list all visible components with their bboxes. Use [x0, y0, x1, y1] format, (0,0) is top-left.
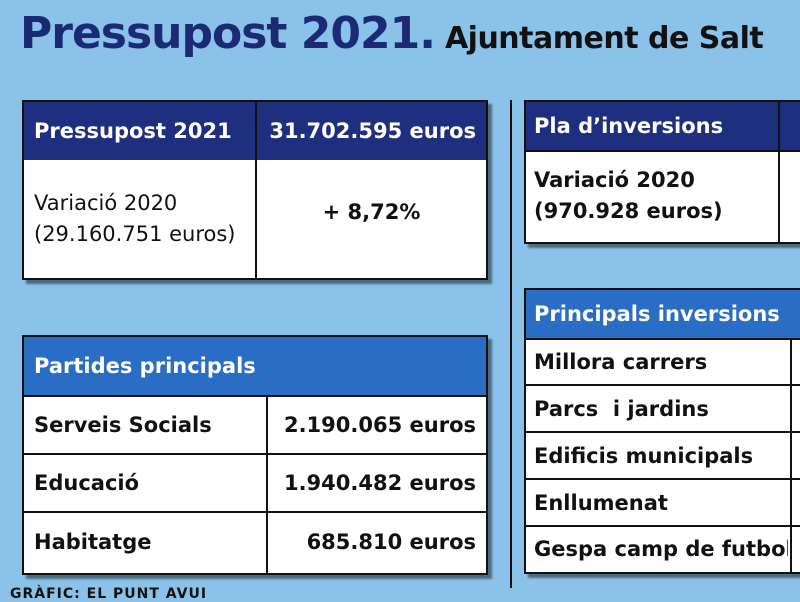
investment-item: Parcs i jardins [534, 396, 709, 421]
section-divider [510, 100, 512, 588]
investment-item-border [526, 478, 800, 480]
investment-plan-divider-vertical [778, 102, 780, 242]
graphic-credit: GRÀFIC: EL PUNT AVUI [10, 586, 208, 602]
main-items-row-value: 1.940.482 euros [283, 471, 476, 495]
investment-plan-table: Pla d’inversions Variació 2020 (970.928 … [524, 100, 800, 244]
main-items-divider-vertical [266, 395, 268, 573]
main-investments-header: Principals inversions [526, 290, 800, 338]
investment-item-border [526, 431, 800, 433]
main-items-row-label: Serveis Socials [34, 413, 212, 437]
main-items-row-value: 2.190.065 euros [283, 413, 476, 437]
budget-label: Pressupost 2021 [34, 119, 232, 143]
main-items-row-value: 685.810 euros [306, 530, 476, 554]
investment-plan-header: Pla d’inversions [526, 102, 800, 150]
main-items-table: Partides principals Serveis Socials 2.19… [22, 335, 488, 575]
investment-plan-variation: Variació 2020 (970.928 euros) [526, 152, 778, 240]
investment-item-border [526, 525, 800, 527]
budget-table: Pressupost 2021 31.702.595 euros Variaci… [22, 100, 488, 280]
main-items-header-border [24, 395, 486, 397]
main-items-header: Partides principals [24, 337, 486, 395]
main-investments-table: Principals inversions Millora carrers Pa… [524, 288, 800, 574]
budget-variation-label-line1: Variació 2020 [34, 190, 178, 215]
investment-plan-variation-line1: Variació 2020 [534, 167, 695, 192]
budget-variation-label: Variació 2020 (29.160.751 euros) [24, 160, 255, 278]
investment-item: Enllumenat [534, 490, 668, 515]
investment-plan-header-label: Pla d’inversions [534, 114, 724, 138]
budget-variation-value: + 8,72% [322, 200, 421, 224]
investment-plan-variation-line2: (970.928 euros) [534, 199, 723, 223]
investment-item: Millora carrers [534, 350, 708, 374]
main-items-row-label: Educació [34, 471, 140, 495]
page-title: Pressupost 2021. Ajuntament de Salt [20, 8, 764, 59]
budget-variation-label-line2: (29.160.751 euros) [34, 222, 236, 246]
main-items-row-border [24, 453, 486, 455]
main-items-row-label: Habitatge [34, 530, 152, 554]
main-items-row-border [24, 511, 486, 513]
investment-item: Edificis municipals [534, 443, 754, 468]
title-subtitle: Ajuntament de Salt [444, 21, 764, 56]
budget-divider-vertical [255, 102, 257, 278]
main-investments-header-border [526, 338, 800, 340]
investment-item: Gespa camp de futbol [534, 536, 788, 561]
investment-plan-header-border [526, 150, 800, 152]
investment-item-border [526, 384, 800, 386]
budget-amount: 31.702.595 euros [269, 119, 476, 143]
title-main: Pressupost 2021. [20, 8, 436, 59]
main-investments-divider-vertical [790, 338, 792, 572]
